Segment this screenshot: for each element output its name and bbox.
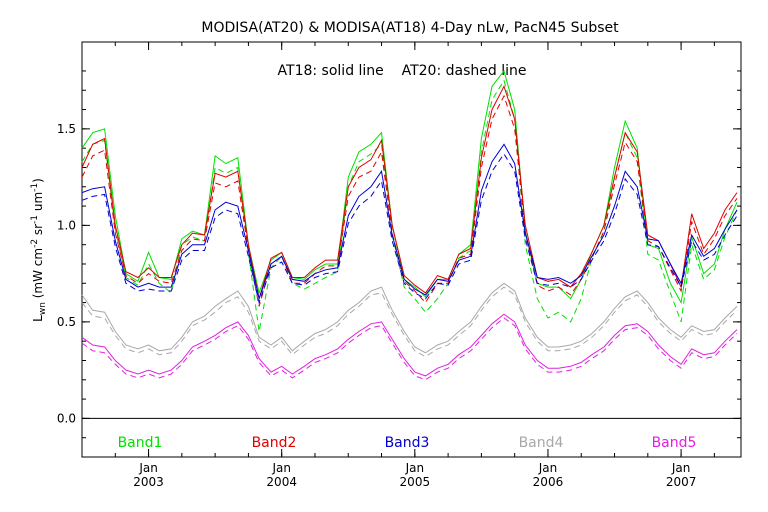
plot-area (81, 69, 738, 381)
y-tick-label: 1.5 (57, 122, 76, 136)
band5-at18-solid-line (81, 313, 738, 377)
band4-at18-solid-line (81, 282, 738, 354)
x-tick-year-label: 2003 (133, 475, 164, 489)
band4-at20-dashed-line (81, 286, 738, 358)
y-axis-label: Lwn (mW cm-2 sr-1 um-1) (30, 178, 48, 322)
legend-band3: Band3 (385, 435, 430, 451)
y-tick-label: 0.5 (57, 315, 76, 329)
band3-at18-solid-line (81, 143, 738, 301)
plot-frame (81, 41, 742, 458)
band2-at20-dashed-line (81, 94, 738, 307)
chart-title: MODISA(AT20) & MODISA(AT18) 4-Day nLw, P… (201, 20, 619, 36)
band1-at18-solid-line (81, 69, 738, 305)
band3-at20-dashed-line (81, 153, 738, 305)
x-tick-month-label: Jan (538, 461, 558, 475)
band2-at18-solid-line (81, 85, 738, 299)
legend-band5: Band5 (652, 435, 697, 451)
x-tick-month-label: Jan (138, 461, 158, 475)
y-tick-label: 1.0 (57, 218, 76, 232)
x-tick-year-label: 2004 (266, 475, 297, 489)
x-tick-year-label: 2005 (400, 475, 431, 489)
x-tick-month-label: Jan (405, 461, 425, 475)
legend-band4: Band4 (519, 435, 564, 451)
x-tick-year-label: 2007 (666, 475, 697, 489)
line-style-annotation: AT18: solid line AT20: dashed line (278, 63, 527, 79)
legend: Band1 Band2 Band3 Band4 Band5 (118, 435, 697, 451)
x-tick-month-label: Jan (671, 461, 691, 475)
band1-at20-dashed-line (81, 79, 738, 332)
legend-band2: Band2 (252, 435, 297, 451)
y-tick-label: 0.0 (57, 411, 76, 425)
band5-at20-dashed-line (81, 317, 738, 381)
x-tick-month-label: Jan (271, 461, 291, 475)
x-tick-year-label: 2006 (533, 475, 564, 489)
legend-band1: Band1 (118, 435, 163, 451)
y-axis: 0.0 0.5 1.0 1.5 (57, 70, 741, 439)
